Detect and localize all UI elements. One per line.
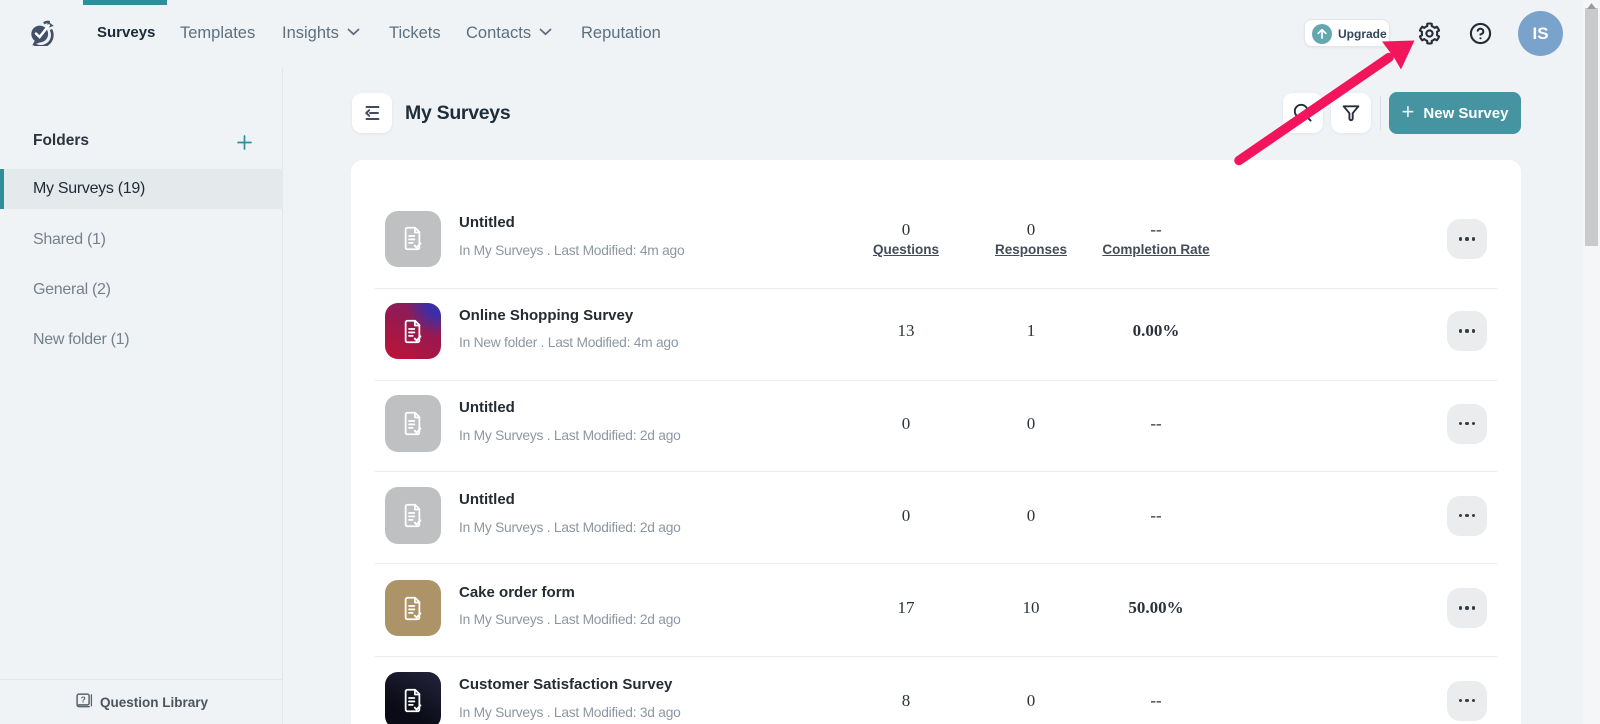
svg-text:?: ?	[81, 694, 86, 704]
